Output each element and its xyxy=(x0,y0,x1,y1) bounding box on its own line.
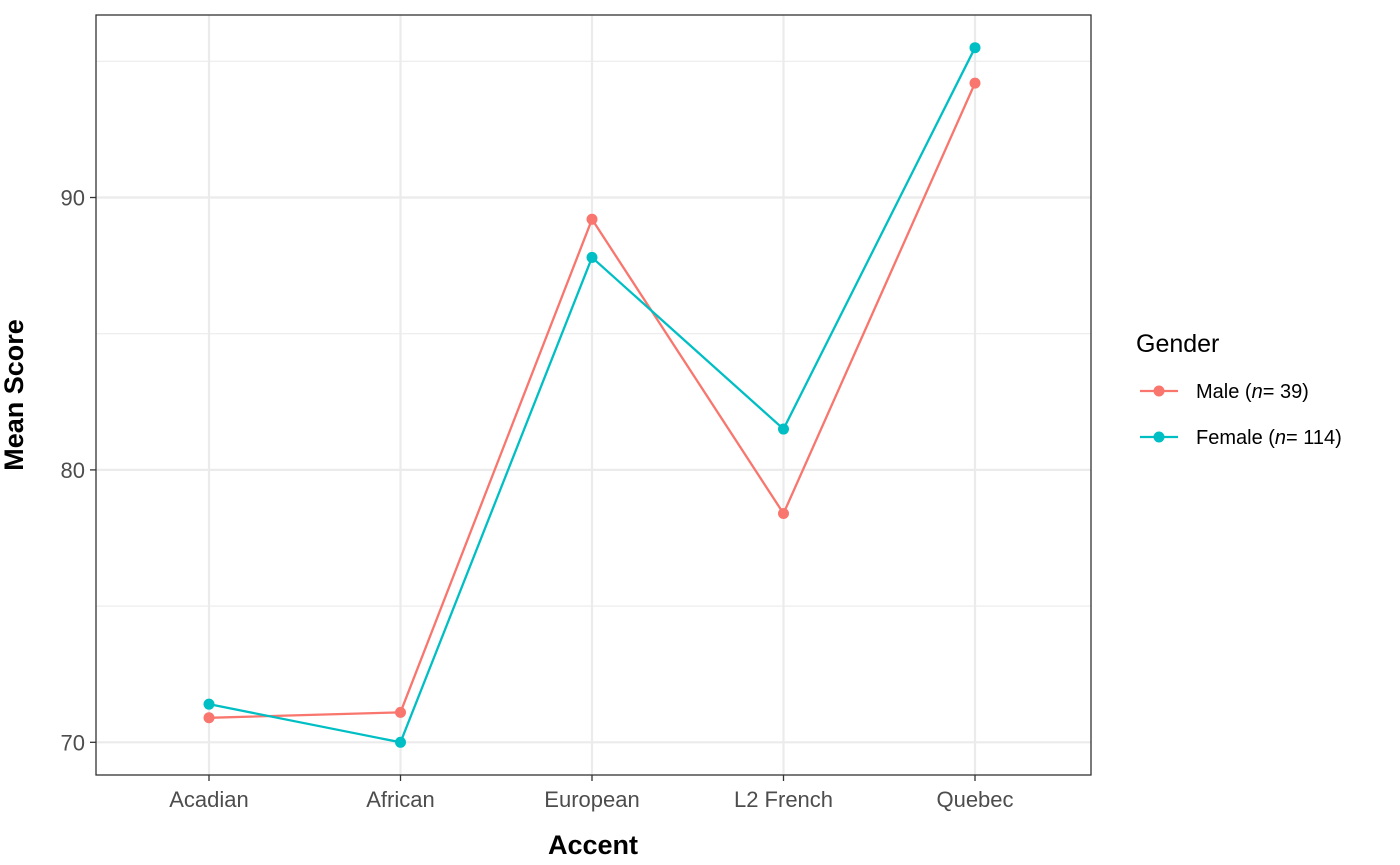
legend-title: Gender xyxy=(1136,330,1219,358)
plot-background xyxy=(96,15,1091,775)
legend-label: Female (n= 114) xyxy=(1196,427,1342,449)
gridlines xyxy=(96,15,1091,775)
y-tick-label: 70 xyxy=(61,730,85,755)
data-point xyxy=(203,712,215,724)
series-layer xyxy=(203,42,981,748)
x-tick-label: Acadian xyxy=(169,787,249,812)
data-point xyxy=(586,251,598,263)
data-point xyxy=(969,77,981,89)
y-tick-label: 80 xyxy=(61,458,85,483)
data-point xyxy=(395,736,406,748)
x-axis: Acadian African European L2 French Quebec xyxy=(169,775,1014,812)
x-tick-label: L2 French xyxy=(734,787,833,812)
series-1 xyxy=(203,42,981,748)
data-point xyxy=(778,507,789,519)
series-0 xyxy=(203,77,981,724)
y-tick-label: 90 xyxy=(61,186,85,211)
y-axis: 70 80 90 xyxy=(61,186,96,755)
plot-border xyxy=(95,14,1092,776)
legend-label: Male (n= 39) xyxy=(1196,381,1309,403)
legend-key-point xyxy=(1153,385,1165,397)
x-tick-label: Quebec xyxy=(936,787,1013,812)
data-point xyxy=(586,213,598,225)
data-point xyxy=(969,42,981,54)
x-axis-title: Accent xyxy=(548,830,638,860)
data-point xyxy=(395,706,406,718)
y-axis-title: Mean Score xyxy=(0,319,29,471)
data-point xyxy=(778,423,789,435)
x-tick-label: European xyxy=(544,787,639,812)
legend: Gender Male (n= 39) Female (n= 114) xyxy=(1136,330,1342,449)
x-tick-label: African xyxy=(366,787,434,812)
data-point xyxy=(203,698,215,710)
legend-key-point xyxy=(1153,431,1165,443)
